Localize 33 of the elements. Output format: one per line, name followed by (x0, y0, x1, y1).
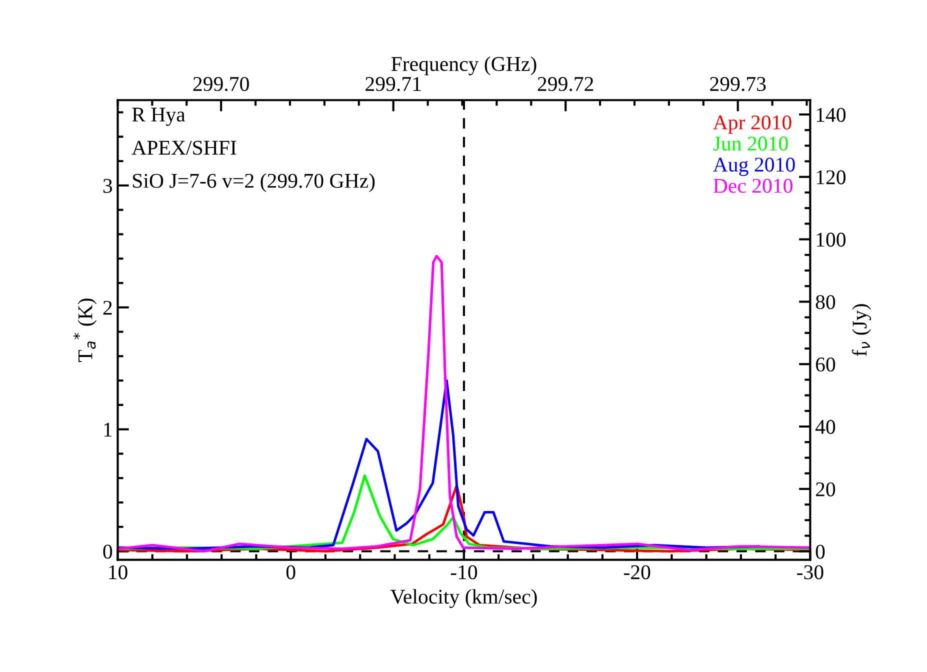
x2-tick-label: 299.72 (538, 77, 594, 92)
text: Dec 2010 (713, 178, 792, 193)
x2-tick-label: 299.70 (193, 76, 249, 92)
x-tick-label: -30 (797, 565, 824, 580)
y2-axis-title: f$_{ν}$ (Jy) (852, 304, 872, 356)
x-tick-label: -10 (450, 565, 478, 580)
y2-tick-label: 0 (816, 544, 825, 559)
text: Jun 2010 (713, 136, 788, 151)
y2-tick-label: 60 (816, 357, 836, 372)
y2-tick-label: 140 (816, 108, 846, 122)
y2-tick-label: 80 (816, 295, 836, 310)
x2-tick-label: 299.73 (710, 77, 766, 92)
y-tick-label: 0 (103, 544, 112, 559)
x-tick-label: -20 (624, 565, 650, 580)
annotation: SiO J=7-6 v=2 (299.70 GHz) (132, 173, 375, 192)
y-tick-label: 3 (103, 178, 112, 193)
y-tick-label: 2 (103, 300, 112, 315)
x2-tick-label: 299.71 (366, 77, 421, 92)
x-tick-label: 0 (286, 565, 296, 580)
text: Aug 2010 (713, 158, 795, 176)
y-tick-label: 1 (104, 422, 112, 437)
line-series (118, 254, 810, 552)
y2-tick-label: 120 (816, 170, 846, 184)
y2-tick-label: 40 (815, 420, 836, 434)
y-axis-title: T$_{a}$$^{*}$ (K) (73, 298, 97, 362)
x-axis-title: Velocity (km/sec) (390, 589, 537, 608)
annotation: APEX/SHFI (132, 140, 236, 155)
y2-tick-label: 20 (816, 482, 836, 496)
annotation: R Hya (132, 108, 186, 126)
x2-axis-title: Frequency (GHz) (391, 56, 536, 76)
y2-tick-label: 100 (816, 232, 846, 247)
x-tick-label: 10 (109, 565, 128, 580)
text: Apr 2010 (713, 115, 792, 134)
